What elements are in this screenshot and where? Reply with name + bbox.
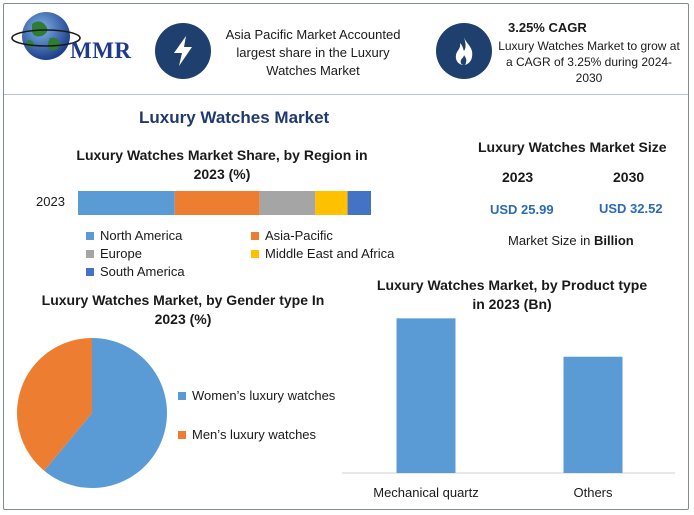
market-size-note: Market Size in Billion: [508, 233, 634, 248]
legend-swatch: [86, 267, 94, 276]
region-bar-segment-middle-east-and-africa: [315, 191, 348, 215]
cagr-title: 3.25% CAGR: [508, 20, 587, 35]
logo-text: MMR: [70, 38, 132, 63]
legend-swatch: [178, 391, 186, 400]
region-chart-title: Luxury Watches Market Share, by Region i…: [76, 147, 368, 182]
legend-swatch: [178, 430, 186, 439]
main-title: Luxury Watches Market: [139, 108, 330, 127]
market-size-value-2030: USD 32.52: [599, 201, 663, 216]
region-legend-item-middle-east-and-africa: Middle East and Africa: [251, 246, 394, 261]
legend-swatch: [86, 249, 94, 258]
x-tick-label-others: Others: [573, 485, 613, 500]
cagr-text: Luxury Watches Market to grow at a CAGR …: [498, 39, 680, 85]
gender-legend-item-women-s-luxury-watches: Women’s luxury watches: [178, 388, 335, 403]
legend-label: Men’s luxury watches: [192, 427, 317, 442]
header-divider: [4, 94, 688, 95]
legend-swatch: [251, 249, 259, 258]
legend-swatch: [251, 231, 259, 240]
pie-slice-men-s-luxury-watches: [17, 338, 92, 471]
legend-label: South America: [100, 264, 185, 279]
region-legend-item-europe: Europe: [86, 246, 142, 261]
region-bar-segment-asia-pacific: [174, 191, 260, 215]
lightning-icon: [155, 23, 211, 79]
region-bar-segment-europe: [259, 191, 316, 215]
product-bar-others: [563, 356, 623, 473]
header-apac-text: Asia Pacific Market Accounted largest sh…: [225, 27, 401, 78]
gender-chart-title: Luxury Watches Market, by Gender type In…: [41, 292, 325, 327]
x-tick-label-mechanical-quartz: Mechanical quartz: [373, 485, 479, 500]
logo: MMR: [10, 8, 140, 70]
market-size-title: Luxury Watches Market Size: [478, 139, 667, 155]
legend-label: Women’s luxury watches: [192, 388, 336, 403]
region-legend-item-north-america: North America: [86, 228, 182, 243]
legend-label: Middle East and Africa: [265, 246, 395, 261]
pie-slice-women-s-luxury-watches: [44, 337, 168, 488]
market-size-note-prefix: Market Size in: [508, 233, 594, 248]
legend-label: Europe: [100, 246, 142, 261]
legend-label: North America: [100, 228, 183, 243]
product-chart-title: Luxury Watches Market, by Product type i…: [376, 277, 648, 312]
flame-icon: [436, 23, 492, 79]
region-legend-item-south-america: South America: [86, 264, 185, 279]
region-bar-segment-south-america: [347, 191, 371, 215]
region-bar-segment-north-america: [78, 191, 175, 215]
legend-swatch: [86, 231, 94, 240]
region-legend-item-asia-pacific: Asia-Pacific: [251, 228, 333, 243]
globe-icon: [11, 12, 81, 60]
legend-label: Asia-Pacific: [265, 228, 333, 243]
market-size-year-2030: 2030: [613, 169, 645, 185]
gender-legend-item-men-s-luxury-watches: Men’s luxury watches: [178, 427, 316, 442]
region-year-label: 2023: [36, 194, 65, 209]
product-bar-mechanical-quartz: [396, 318, 456, 473]
market-size-year-2023: 2023: [502, 169, 534, 185]
market-size-value-2023: USD 25.99: [490, 202, 554, 217]
market-size-note-unit: Billion: [593, 233, 634, 248]
